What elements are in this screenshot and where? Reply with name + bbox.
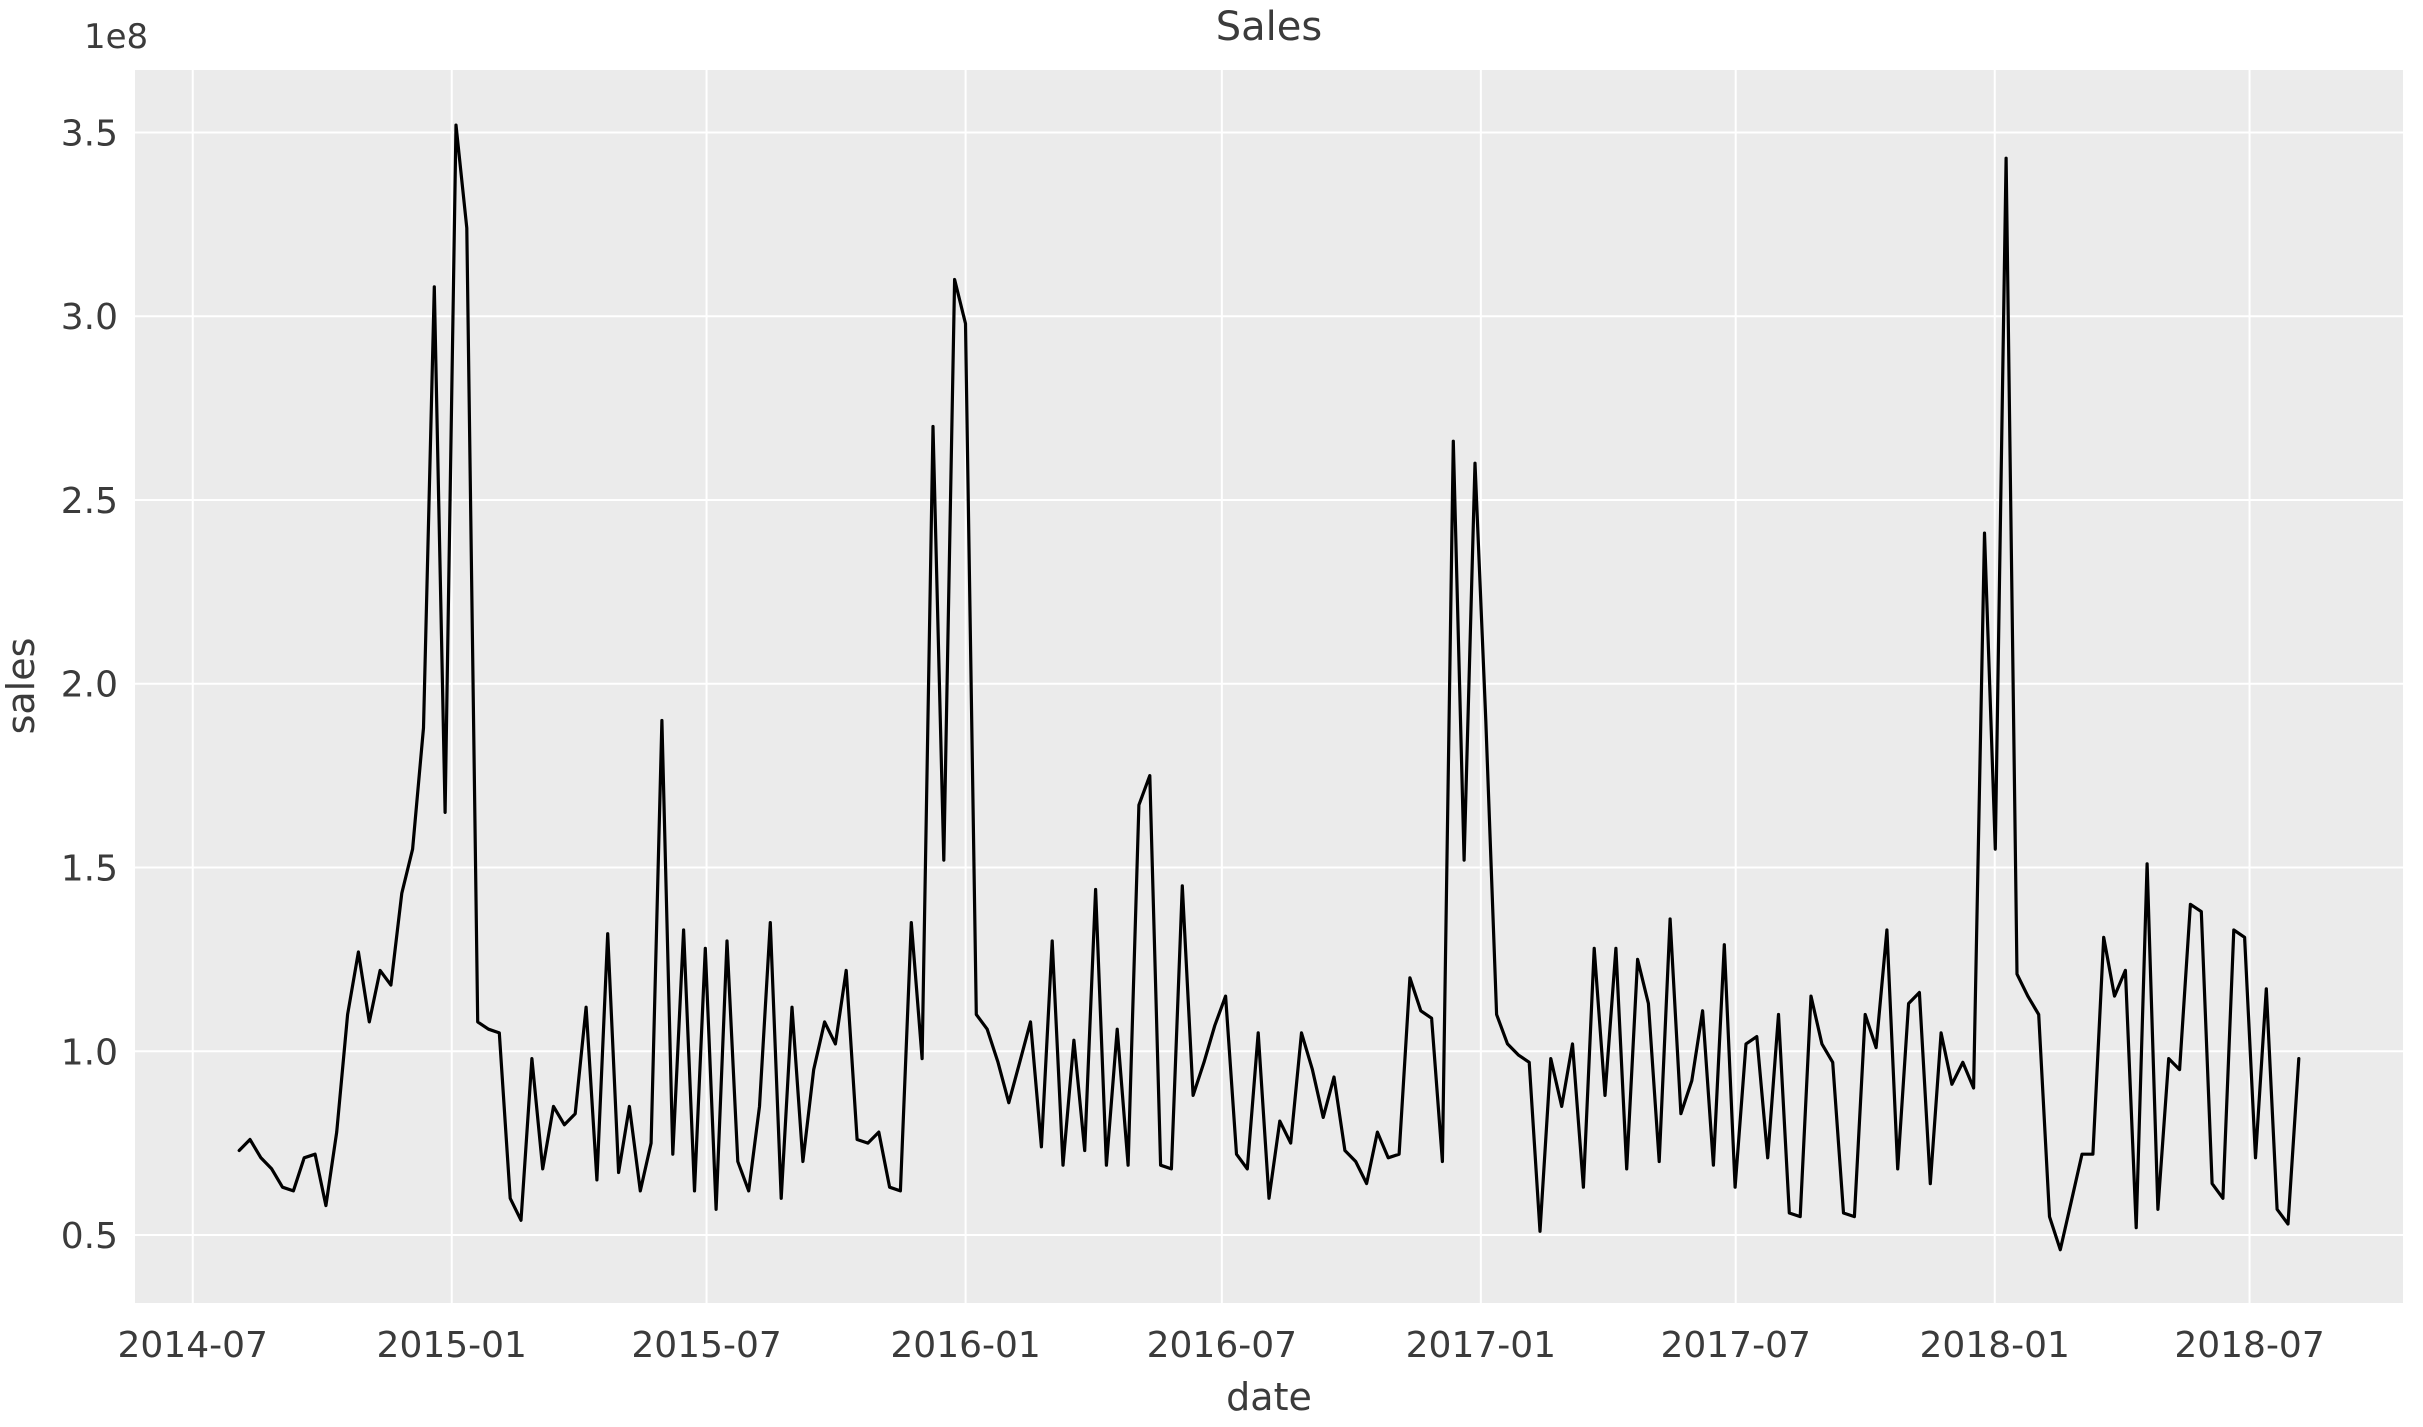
- y-tick-label: 0.5: [61, 1216, 118, 1257]
- x-tick-labels: 2014-07 2015-01 2015-07 2016-01 2016-07 2017-…: [118, 1325, 2325, 1366]
- x-tick-label: 2016-01: [890, 1325, 1040, 1366]
- x-axis-label: date: [1226, 1375, 1312, 1419]
- chart-title: Sales: [1216, 4, 1322, 50]
- y-axis-offset-label: 1e8: [84, 17, 148, 57]
- x-tick-label: 2015-01: [377, 1325, 527, 1366]
- sales-line: [237, 123, 2301, 1252]
- grid-layer: [135, 70, 2403, 1303]
- x-tick-label: 2017-07: [1660, 1325, 1810, 1366]
- plot-area: [135, 70, 2403, 1303]
- y-tick-label: 2.0: [61, 665, 118, 706]
- x-tick-label: 2014-07: [118, 1325, 268, 1366]
- y-tick-label: 3.0: [61, 297, 118, 338]
- x-tick-label: 2018-01: [1920, 1325, 2070, 1366]
- x-tick-label: 2016-07: [1147, 1325, 1297, 1366]
- y-tick-label: 1.0: [61, 1032, 118, 1073]
- y-tick-label: 1.5: [61, 848, 118, 889]
- x-tick-label: 2018-07: [2174, 1325, 2324, 1366]
- y-tick-label: 2.5: [61, 481, 118, 522]
- x-tick-label: 2015-07: [631, 1325, 781, 1366]
- y-axis-label: sales: [0, 638, 43, 735]
- y-tick-labels: 0.5 1.0 1.5 2.0 2.5 3.0 3.5: [61, 113, 118, 1257]
- x-tick-label: 2017-01: [1406, 1325, 1556, 1366]
- y-tick-label: 3.5: [61, 113, 118, 154]
